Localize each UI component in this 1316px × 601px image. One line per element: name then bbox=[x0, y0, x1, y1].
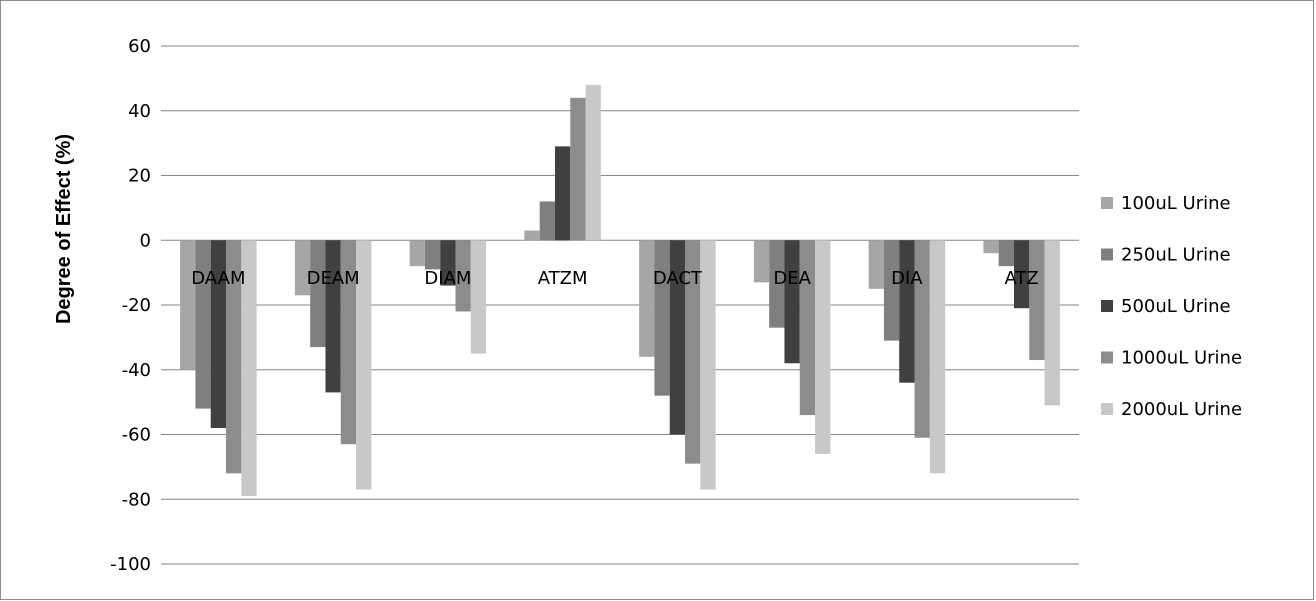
y-tick-label: 20 bbox=[128, 166, 151, 187]
y-axis-ticks: 60 40 20 0 -20 -40 -60 -80 -100 bbox=[110, 36, 151, 575]
category-label: DEA bbox=[773, 268, 811, 289]
bar bbox=[868, 240, 884, 289]
bar bbox=[753, 240, 770, 283]
bar bbox=[310, 240, 326, 348]
bar bbox=[669, 240, 686, 435]
bar bbox=[654, 240, 670, 396]
bar bbox=[455, 240, 471, 312]
bar bbox=[769, 240, 785, 328]
y-tick-label: 60 bbox=[128, 36, 151, 57]
bars bbox=[180, 84, 1060, 497]
y-tick-label: 0 bbox=[140, 230, 151, 251]
category-label: ATZ bbox=[1005, 268, 1039, 289]
bar bbox=[226, 240, 242, 474]
y-tick-label: -20 bbox=[122, 295, 151, 316]
bar bbox=[294, 240, 311, 296]
bar bbox=[815, 240, 831, 454]
bar bbox=[409, 240, 425, 267]
category-label: DAAM bbox=[191, 268, 245, 289]
legend-swatch bbox=[1101, 248, 1113, 261]
bar bbox=[470, 240, 487, 354]
bar bbox=[195, 240, 211, 409]
y-tick-label: -60 bbox=[122, 425, 151, 446]
bar bbox=[424, 240, 441, 270]
bar bbox=[1029, 240, 1045, 361]
bar bbox=[929, 240, 946, 474]
bar bbox=[585, 84, 601, 241]
bar bbox=[241, 240, 257, 497]
legend: 100uL Urine 250uL Urine 500uL Urine 1000uL … bbox=[1101, 193, 1242, 420]
y-tick-label: -80 bbox=[122, 489, 151, 510]
bar bbox=[784, 240, 800, 364]
bar bbox=[685, 240, 701, 464]
bar bbox=[524, 230, 540, 241]
bar bbox=[340, 240, 357, 445]
y-axis-label: Degree of Effect (%) bbox=[53, 134, 75, 324]
legend-label: 500uL Urine bbox=[1121, 296, 1231, 317]
category-label: DIA bbox=[891, 268, 923, 289]
bar bbox=[700, 240, 716, 490]
bar bbox=[799, 240, 816, 416]
legend-label: 250uL Urine bbox=[1121, 245, 1231, 266]
category-label: DACT bbox=[653, 268, 703, 289]
y-tick-label: -40 bbox=[122, 360, 151, 381]
bar bbox=[639, 240, 655, 357]
bar bbox=[914, 240, 930, 438]
bar bbox=[883, 240, 900, 341]
y-tick-label: -100 bbox=[110, 554, 151, 575]
category-label: ATZM bbox=[538, 268, 588, 289]
bar bbox=[554, 146, 571, 241]
bar bbox=[356, 240, 372, 490]
bar bbox=[1013, 240, 1030, 309]
category-labels: DAAM DEAM DIAM ATZM DACT DEA DIA ATZ bbox=[191, 268, 1038, 289]
legend-swatch bbox=[1101, 403, 1113, 415]
legend-label: 1000uL Urine bbox=[1121, 348, 1242, 369]
bar bbox=[440, 240, 456, 286]
bar bbox=[539, 201, 555, 241]
bar bbox=[180, 240, 196, 370]
bar bbox=[998, 240, 1014, 267]
legend-label: 100uL Urine bbox=[1121, 193, 1231, 214]
legend-label: 2000uL Urine bbox=[1121, 399, 1242, 420]
legend-swatch bbox=[1101, 197, 1113, 209]
bar bbox=[899, 240, 915, 383]
legend-swatch bbox=[1101, 300, 1113, 312]
bar bbox=[210, 240, 227, 429]
bar bbox=[325, 240, 341, 393]
category-label: DIAM bbox=[424, 268, 471, 289]
category-label: DEAM bbox=[307, 268, 360, 289]
bar bbox=[1044, 240, 1060, 406]
bar bbox=[570, 97, 586, 241]
bar bbox=[983, 240, 999, 254]
y-tick-label: 40 bbox=[128, 101, 151, 122]
legend-swatch bbox=[1101, 351, 1113, 364]
